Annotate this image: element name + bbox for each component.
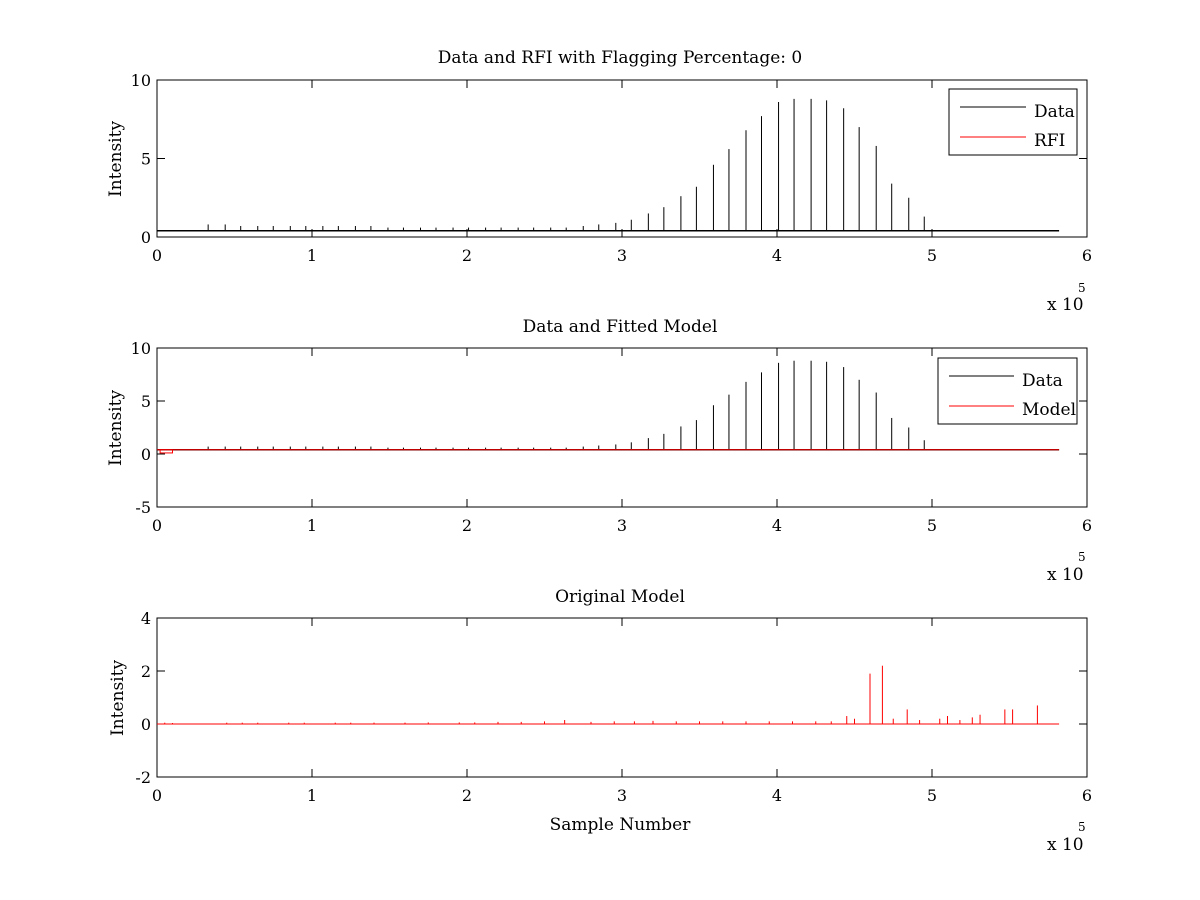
series-model-step	[159, 449, 174, 454]
x-tick-label: 5	[927, 516, 937, 535]
x-tick-label: 2	[462, 786, 472, 805]
x-tick-label: 4	[772, 246, 782, 265]
legend-box	[948, 88, 1078, 156]
x-multiplier-base: x 10	[1047, 565, 1084, 585]
x-tick-label: 5	[927, 786, 937, 805]
x-multiplier-base: x 10	[1047, 295, 1084, 315]
x-tick-label: 3	[617, 786, 627, 805]
panel-rfi: Data and RFI with Flagging Percentage: 0…	[106, 48, 1092, 315]
y-tick-label: 5	[141, 150, 151, 169]
x-tick-label: 6	[1082, 786, 1092, 805]
x-tick-label: 6	[1082, 246, 1092, 265]
x-multiplier-exponent: 5	[1078, 820, 1086, 834]
legend-label-rfi: RFI	[1034, 131, 1065, 151]
y-tick-label: 4	[141, 609, 151, 628]
x-multiplier-exponent: 5	[1078, 550, 1086, 564]
y-axis-label: Intensity	[108, 660, 128, 736]
legend: Data RFI	[948, 88, 1078, 156]
y-tick-label: 0	[141, 228, 151, 247]
x-tick-label: 0	[152, 786, 162, 805]
x-tick-label: 3	[617, 246, 627, 265]
x-tick-label: 1	[307, 516, 317, 535]
x-tick-label: 2	[462, 246, 472, 265]
legend-label-data: Data	[1034, 102, 1075, 122]
x-tick-label: 5	[927, 246, 937, 265]
x-tick-label: 1	[307, 786, 317, 805]
x-multiplier-exponent: 5	[1078, 281, 1086, 295]
y-tick-label: 10	[131, 71, 151, 90]
y-tick-label: -5	[135, 498, 151, 517]
x-multiplier-base: x 10	[1047, 835, 1084, 855]
x-tick-label: 1	[307, 246, 317, 265]
x-tick-label: 6	[1082, 516, 1092, 535]
x-tick-label: 3	[617, 516, 627, 535]
x-axis-label: Sample Number	[550, 815, 692, 835]
y-tick-label: 0	[141, 445, 151, 464]
x-tick-label: 4	[772, 786, 782, 805]
y-axis-label: Intensity	[106, 121, 126, 197]
x-tick-label: 4	[772, 516, 782, 535]
x-tick-label: 2	[462, 516, 472, 535]
legend-label-data: Data	[1022, 371, 1063, 391]
chart-title: Data and RFI with Flagging Percentage: 0	[438, 48, 802, 68]
x-tick-label: 0	[152, 246, 162, 265]
chart-title: Data and Fitted Model	[523, 317, 718, 337]
y-tick-label: 5	[141, 392, 151, 411]
legend: Data Model	[937, 357, 1078, 425]
y-tick-label: -2	[135, 768, 151, 787]
x-tick-label: 0	[152, 516, 162, 535]
plot-area: 0 1 2 3 4 5 6 0 5 10	[131, 71, 1092, 265]
y-axis-label: Intensity	[106, 390, 126, 466]
y-tick-label: 0	[141, 715, 151, 734]
y-tick-label: 10	[131, 339, 151, 358]
y-tick-label: 2	[141, 662, 151, 681]
panel-model: Data and Fitted Model Intensity 0 1 2 3 4 5 6 -…	[106, 317, 1092, 585]
legend-box	[937, 357, 1078, 425]
legend-label-model: Model	[1022, 400, 1076, 420]
chart-title: Original Model	[555, 587, 685, 607]
